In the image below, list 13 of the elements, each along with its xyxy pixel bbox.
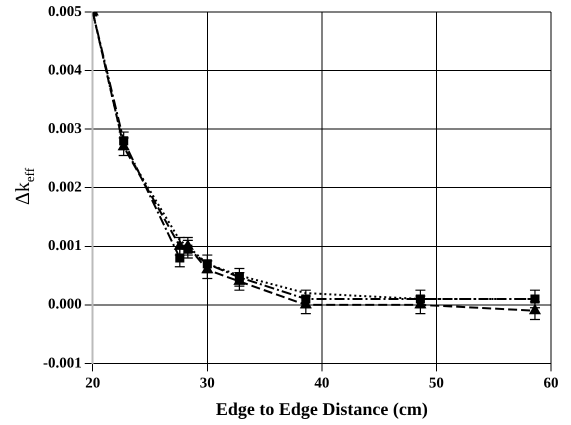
x-tick-label: 30	[200, 375, 215, 392]
x-axis-title: Edge to Edge Distance (cm)	[216, 398, 428, 419]
y-tick-label: 0.002	[48, 180, 82, 196]
y-tick-label: 0.005	[48, 4, 82, 20]
y-tick-label: 0.000	[48, 296, 82, 313]
x-tick-label: 40	[314, 375, 330, 392]
x-tick-label: 50	[428, 375, 444, 392]
x-tick-label: 60	[544, 375, 558, 392]
x-tick-label: 20	[85, 375, 100, 392]
y-tick-label: -0.001	[42, 355, 82, 372]
y-tick-label: 0.004	[48, 62, 82, 78]
y-tick-label: 0.001	[48, 238, 82, 254]
y-tick-label: 0.003	[48, 121, 82, 138]
